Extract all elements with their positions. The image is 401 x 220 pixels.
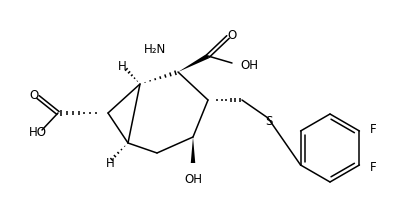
Text: H: H — [105, 156, 114, 169]
Polygon shape — [191, 137, 195, 163]
Text: O: O — [227, 29, 237, 42]
Text: S: S — [265, 114, 273, 128]
Text: OH: OH — [240, 59, 258, 72]
Text: F: F — [369, 123, 376, 136]
Text: H₂N: H₂N — [144, 43, 166, 56]
Text: OH: OH — [184, 173, 202, 186]
Text: H: H — [117, 59, 126, 73]
Polygon shape — [178, 54, 209, 72]
Text: O: O — [29, 88, 38, 101]
Text: HO: HO — [29, 125, 47, 139]
Text: F: F — [369, 161, 376, 174]
